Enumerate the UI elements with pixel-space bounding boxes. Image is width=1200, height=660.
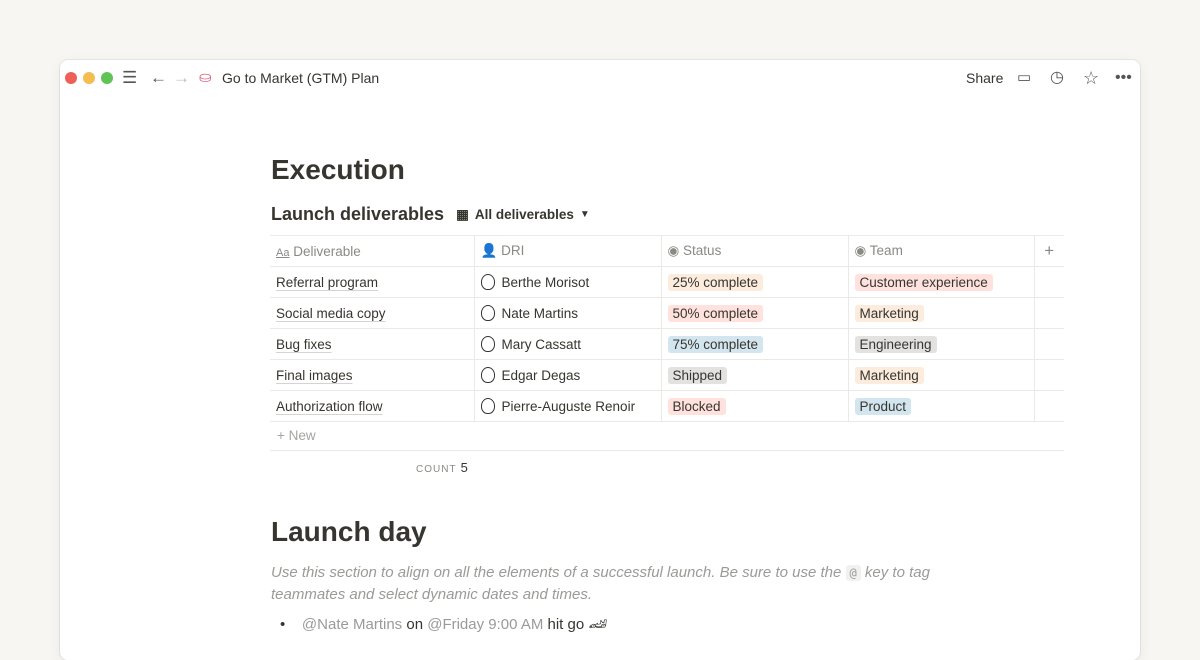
user-mention[interactable]: @Nate Martins (301, 616, 403, 633)
avatar (480, 398, 495, 414)
section-description: Use this section to align on all the ele… (271, 564, 930, 603)
status-badge: 50% complete (667, 304, 764, 322)
team-badge: Engineering (854, 335, 937, 353)
dri-cell[interactable]: Pierre-Auguste Renoir (473, 390, 662, 422)
avatar (480, 336, 495, 352)
table-row[interactable]: Referral program Berthe Morisot 25% comp… (270, 266, 1064, 298)
avatar (480, 367, 495, 383)
section-heading: Launch day (271, 516, 427, 547)
empty-cell (1033, 390, 1064, 422)
team-cell[interactable]: Engineering (847, 328, 1035, 360)
count-summary[interactable]: COUNT 5 (416, 460, 468, 475)
select-property-icon: ◉ (667, 243, 680, 258)
view-name: All deliverables (474, 207, 574, 222)
table-row[interactable]: Final images Edgar Degas Shipped Marketi… (270, 359, 1064, 391)
more-icon[interactable]: ••• (1115, 69, 1132, 86)
deliverable-cell[interactable]: Final images (270, 359, 475, 391)
date-mention[interactable]: @Friday 9:00 AM (427, 616, 544, 633)
avatar (480, 274, 495, 290)
plus-icon: + (277, 428, 285, 443)
team-badge: Marketing (854, 366, 924, 384)
team-cell[interactable]: Product (847, 390, 1035, 422)
deliverable-cell[interactable]: Bug fixes (270, 328, 475, 360)
empty-cell (1033, 266, 1064, 298)
text-property-icon: Aa (276, 246, 290, 259)
column-status[interactable]: ◉ Status (660, 235, 849, 267)
comment-icon[interactable]: ▭ (1017, 69, 1032, 86)
race-car-icon: 🏎 (588, 616, 608, 633)
person-icon: 👤 (480, 243, 498, 258)
empty-cell (1033, 328, 1064, 360)
empty-cell (1033, 359, 1064, 391)
deliverable-cell[interactable]: Authorization flow (270, 390, 475, 422)
back-arrow-icon[interactable]: ← (150, 68, 167, 87)
star-icon[interactable]: ☆ (1083, 68, 1100, 88)
clock-icon[interactable]: ◷ (1050, 69, 1064, 86)
deliverable-cell[interactable]: Referral program (270, 266, 475, 298)
count-value: 5 (460, 460, 468, 475)
app-window: ☰ ← → ⛀ Go to Market (GTM) Plan Share ▭ … (60, 60, 1140, 660)
status-cell[interactable]: Blocked (660, 390, 849, 422)
column-team[interactable]: ◉ Team (847, 235, 1035, 267)
maximize-window-button[interactable] (101, 72, 113, 84)
avatar (480, 305, 495, 321)
dri-cell[interactable]: Mary Cassatt (473, 328, 662, 360)
deliverable-cell[interactable]: Social media copy (270, 297, 475, 329)
team-cell[interactable]: Marketing (847, 297, 1035, 329)
page-heading: Execution (271, 154, 405, 185)
team-cell[interactable]: Marketing (847, 359, 1035, 391)
chevron-down-icon: ▼ (579, 209, 590, 220)
column-deliverable[interactable]: Aa Deliverable (270, 235, 475, 267)
status-badge: Blocked (667, 397, 726, 415)
cake-icon: ⛀ (199, 69, 212, 86)
dri-cell[interactable]: Nate Martins (473, 297, 662, 329)
deliverables-table: Aa Deliverable 👤 DRI ◉ Status ◉ Team + R… (270, 235, 1064, 422)
column-dri[interactable]: 👤 DRI (473, 235, 662, 267)
table-row[interactable]: Social media copy Nate Martins 50% compl… (270, 297, 1064, 329)
share-button[interactable]: Share (966, 70, 1004, 86)
menu-icon[interactable]: ☰ (122, 68, 138, 87)
status-badge: 75% complete (667, 335, 764, 353)
team-badge: Customer experience (854, 273, 993, 291)
status-cell[interactable]: 50% complete (660, 297, 849, 329)
status-cell[interactable]: 75% complete (660, 328, 849, 360)
new-row-button[interactable]: + New (270, 420, 1064, 451)
status-badge: 25% complete (667, 273, 764, 291)
forward-arrow-icon[interactable]: → (173, 68, 190, 87)
page-title-breadcrumb[interactable]: Go to Market (GTM) Plan (222, 70, 380, 86)
list-item: • @Nate Martins on @Friday 9:00 AM hit g… (280, 616, 608, 633)
dri-cell[interactable]: Berthe Morisot (473, 266, 662, 298)
view-selector[interactable]: ▦ All deliverables ▼ (456, 207, 590, 223)
team-cell[interactable]: Customer experience (847, 266, 1035, 298)
add-column-button[interactable]: + (1033, 235, 1064, 267)
team-badge: Marketing (854, 304, 924, 322)
database-title[interactable]: Launch deliverables (271, 204, 445, 224)
table-row[interactable]: Authorization flow Pierre-Auguste Renoir… (270, 390, 1064, 422)
select-property-icon: ◉ (854, 243, 867, 258)
table-row[interactable]: Bug fixes Mary Cassatt 75% complete Engi… (270, 328, 1064, 360)
team-badge: Product (854, 397, 912, 415)
close-window-button[interactable] (65, 72, 77, 84)
table-icon: ▦ (456, 206, 469, 222)
empty-cell (1033, 297, 1064, 329)
status-cell[interactable]: Shipped (660, 359, 849, 391)
title-bar: ☰ ← → ⛀ Go to Market (GTM) Plan Share ▭ … (60, 60, 1140, 96)
minimize-window-button[interactable] (83, 72, 95, 84)
key-code: @ (845, 565, 861, 581)
table-header: Aa Deliverable 👤 DRI ◉ Status ◉ Team + (270, 235, 1064, 267)
dri-cell[interactable]: Edgar Degas (473, 359, 662, 391)
status-cell[interactable]: 25% complete (660, 266, 849, 298)
status-badge: Shipped (667, 366, 728, 384)
database-header: Launch deliverables ▦ All deliverables ▼ (271, 204, 590, 225)
